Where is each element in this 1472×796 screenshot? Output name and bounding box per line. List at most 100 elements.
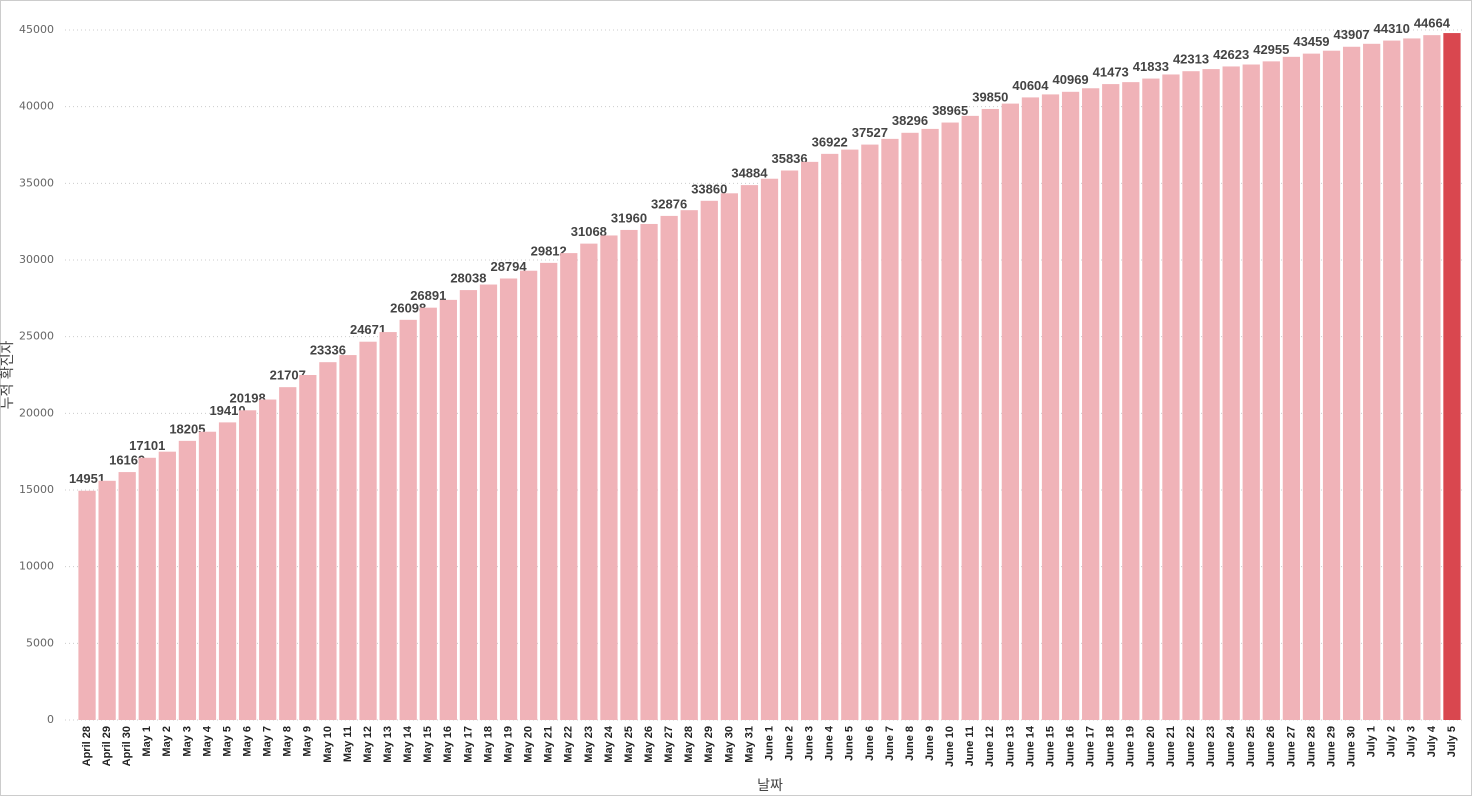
y-tick-label: 30000 <box>19 253 54 266</box>
y-tick-label: 10000 <box>19 560 54 573</box>
x-tick-label: June 8 <box>904 726 916 761</box>
x-tick-label: May 26 <box>643 726 655 763</box>
x-tick-label: July 3 <box>1406 726 1418 757</box>
bar <box>560 253 578 720</box>
x-tick-label: April 30 <box>121 726 133 766</box>
data-label: 37527 <box>852 125 888 140</box>
data-label: 29812 <box>531 243 567 258</box>
x-tick-label: June 29 <box>1325 726 1337 767</box>
bar <box>1142 78 1160 720</box>
x-tick-label: June 26 <box>1265 726 1277 767</box>
bar <box>620 229 638 721</box>
x-tick-label: May 14 <box>402 725 414 763</box>
x-tick-label: May 11 <box>342 726 354 762</box>
bar <box>801 161 819 720</box>
x-tick-label: June 9 <box>924 726 936 761</box>
x-tick-label: April 28 <box>81 726 93 766</box>
x-tick-label: May 4 <box>201 725 213 756</box>
x-tick-label: April 29 <box>101 726 113 766</box>
data-label: 40969 <box>1053 72 1089 87</box>
bar <box>660 215 678 720</box>
bar <box>680 210 698 720</box>
x-tick-label: July 4 <box>1426 725 1438 757</box>
x-tick-label: May 13 <box>382 726 394 763</box>
x-tick-label: June 3 <box>804 726 816 761</box>
bar <box>178 440 197 720</box>
data-label: 18205 <box>169 421 205 436</box>
bar <box>459 290 478 720</box>
bar <box>339 355 357 720</box>
bar <box>901 132 919 720</box>
bar <box>861 144 879 720</box>
bar <box>1162 74 1180 720</box>
bar <box>78 490 96 720</box>
data-label: 40604 <box>1012 78 1049 93</box>
bar <box>1383 40 1401 720</box>
bar <box>1342 46 1361 720</box>
x-tick-label: May 23 <box>583 726 595 763</box>
x-tick-label: May 29 <box>703 726 715 763</box>
bar <box>238 410 257 720</box>
bar <box>740 185 759 720</box>
x-tick-label: June 24 <box>1225 725 1237 767</box>
data-label: 41473 <box>1093 65 1129 80</box>
x-tick-label: June 20 <box>1145 726 1157 767</box>
bar <box>1403 38 1421 720</box>
data-label: 20198 <box>230 391 266 406</box>
x-tick-label: June 13 <box>1004 726 1016 767</box>
bar <box>118 472 136 720</box>
data-label: 44664 <box>1414 16 1451 31</box>
bar <box>640 223 658 720</box>
x-tick-label: June 16 <box>1064 726 1076 767</box>
bar <box>299 375 317 720</box>
bar <box>1242 64 1260 720</box>
x-tick-label: June 28 <box>1305 726 1317 767</box>
x-tick-label: May 25 <box>623 726 635 763</box>
y-tick-label: 15000 <box>19 483 54 496</box>
bar <box>1122 82 1140 721</box>
x-tick-label: June 17 <box>1085 726 1097 767</box>
data-label: 23336 <box>310 343 346 358</box>
x-tick-label: June 4 <box>824 725 836 761</box>
data-label: 41833 <box>1133 59 1169 74</box>
bar <box>1322 50 1341 720</box>
bar <box>821 153 839 720</box>
data-label: 17101 <box>129 438 165 453</box>
x-tick-label: May 12 <box>362 726 374 763</box>
y-tick-label: 45000 <box>19 23 54 36</box>
x-tick-label: May 20 <box>523 726 535 763</box>
x-tick-label: June 27 <box>1285 726 1297 767</box>
x-tick-label: May 22 <box>563 726 575 763</box>
x-tick-label: May 3 <box>181 726 193 757</box>
x-tick-label: May 19 <box>502 726 514 763</box>
x-tick-label: May 15 <box>422 726 434 763</box>
bar <box>1102 84 1120 720</box>
x-tick-label: June 14 <box>1024 725 1036 767</box>
data-label: 33860 <box>691 181 727 196</box>
y-tick-label: 35000 <box>19 176 54 189</box>
bar <box>439 299 457 720</box>
data-label: 28038 <box>450 271 486 286</box>
data-label: 35836 <box>771 151 807 166</box>
x-tick-label: June 2 <box>783 726 795 761</box>
x-tick-label: June 23 <box>1205 726 1217 767</box>
bar <box>158 451 176 720</box>
bar <box>399 319 417 720</box>
bar <box>1061 91 1080 721</box>
data-label: 39850 <box>972 89 1008 104</box>
data-label: 24671 <box>350 322 386 337</box>
bar <box>1082 88 1100 721</box>
bar <box>841 149 859 721</box>
x-tick-label: May 10 <box>322 726 334 763</box>
x-tick-label: July 5 <box>1446 726 1458 757</box>
data-label: 43907 <box>1334 27 1370 42</box>
bar <box>700 200 718 720</box>
data-label: 38296 <box>892 113 928 128</box>
x-tick-label: June 7 <box>884 726 896 761</box>
data-label: 14951 <box>69 471 105 486</box>
y-tick-label: 5000 <box>26 636 54 649</box>
bar <box>259 399 277 720</box>
y-tick-label: 20000 <box>19 406 54 419</box>
bar <box>1182 71 1200 720</box>
